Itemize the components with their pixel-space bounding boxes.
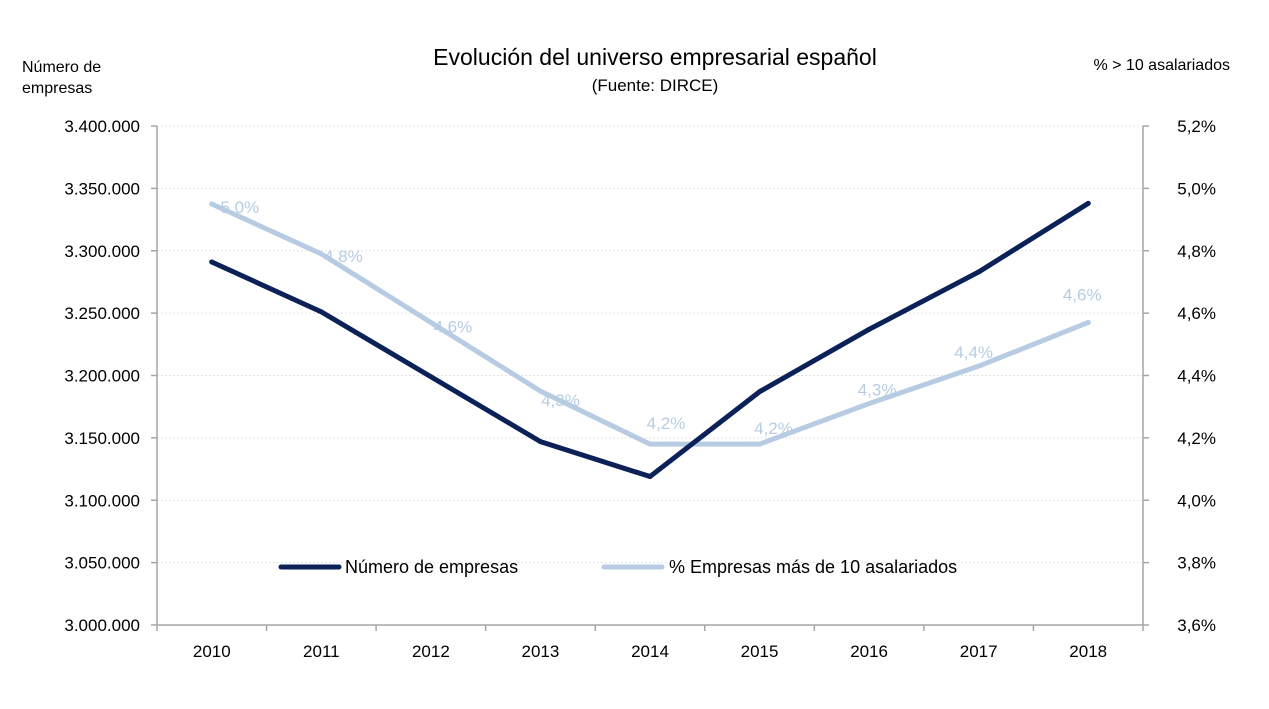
right-tick-label: 5,0% — [1177, 179, 1216, 198]
point-numero-empresas — [318, 309, 324, 315]
point-pct-empresas — [976, 363, 982, 369]
point-numero-empresas — [209, 259, 215, 265]
point-pct-empresas — [209, 201, 215, 207]
right-tick-label: 4,2% — [1177, 429, 1216, 448]
data-label: 4,8% — [324, 247, 363, 266]
x-tick-label: 2018 — [1069, 642, 1107, 661]
point-numero-empresas — [757, 389, 763, 395]
x-tick-label: 2017 — [960, 642, 998, 661]
left-tick-label: 3.400.000 — [64, 117, 140, 136]
point-numero-empresas — [866, 326, 872, 332]
x-tick-label: 2016 — [850, 642, 888, 661]
chart-title: Evolución del universo empresarial españ… — [433, 44, 877, 70]
point-numero-empresas — [428, 374, 434, 380]
right-tick-label: 4,0% — [1177, 491, 1216, 510]
legend-label-pct-empresas: % Empresas más de 10 asalariados — [669, 557, 957, 577]
right-tick-label: 3,6% — [1177, 616, 1216, 635]
point-pct-empresas — [866, 401, 872, 407]
x-tick-label: 2010 — [193, 642, 231, 661]
data-label: 4,4% — [954, 343, 993, 362]
point-numero-empresas — [647, 474, 653, 480]
x-tick-label: 2014 — [631, 642, 669, 661]
point-numero-empresas — [1085, 200, 1091, 206]
series-line-numero-empresas — [209, 200, 1091, 480]
left-axis-label: Número de empresas — [22, 59, 102, 97]
data-label: 4,6% — [1063, 285, 1102, 304]
left-tick-label: 3.000.000 — [64, 616, 140, 635]
right-axis-label: % > 10 asalariados — [1093, 57, 1230, 74]
left-tick-label: 3.150.000 — [64, 429, 140, 448]
right-tick-label: 4,4% — [1177, 367, 1216, 386]
point-pct-empresas — [537, 388, 543, 394]
left-tick-label: 3.050.000 — [64, 554, 140, 573]
point-pct-empresas — [757, 441, 763, 447]
left-tick-label: 3.200.000 — [64, 367, 140, 386]
data-label: 4,6% — [434, 317, 473, 336]
point-pct-empresas — [428, 319, 434, 325]
x-tick-label: 2011 — [303, 642, 340, 661]
right-tick-label: 3,8% — [1177, 554, 1216, 573]
point-pct-empresas — [318, 251, 324, 257]
right-tick-label: 4,6% — [1177, 304, 1216, 323]
left-tick-label: 3.300.000 — [64, 242, 140, 261]
left-tick-label: 3.250.000 — [64, 304, 140, 323]
data-label: 4,3% — [858, 381, 897, 400]
point-pct-empresas — [647, 441, 653, 447]
x-tick-label: 2015 — [741, 642, 779, 661]
right-tick-label: 5,2% — [1177, 117, 1216, 136]
point-pct-empresas — [1085, 319, 1091, 325]
left-tick-label: 3.350.000 — [64, 179, 140, 198]
x-tick-label: 2013 — [522, 642, 560, 661]
data-label: 5,0% — [220, 198, 259, 217]
right-tick-label: 4,8% — [1177, 242, 1216, 261]
data-label: 4,3% — [541, 391, 580, 410]
data-label: 4,2% — [754, 419, 793, 438]
x-tick-label: 2012 — [412, 642, 450, 661]
legend-label-numero-empresas: Número de empresas — [345, 557, 518, 577]
chart-subtitle: (Fuente: DIRCE) — [591, 76, 719, 95]
point-numero-empresas — [976, 269, 982, 275]
left-tick-label: 3.100.000 — [64, 491, 140, 510]
point-numero-empresas — [537, 439, 543, 445]
data-label: 4,2% — [647, 414, 686, 433]
